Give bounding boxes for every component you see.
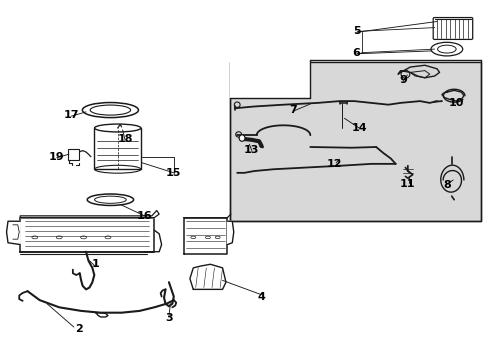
Text: 7: 7 xyxy=(289,105,297,115)
Text: 10: 10 xyxy=(448,98,463,108)
Text: 1: 1 xyxy=(92,259,100,269)
Text: 15: 15 xyxy=(166,168,181,178)
Bar xyxy=(94,128,141,169)
Bar xyxy=(68,149,79,160)
Ellipse shape xyxy=(239,135,244,141)
Bar xyxy=(117,126,123,131)
Polygon shape xyxy=(227,221,233,244)
Text: 9: 9 xyxy=(398,75,406,85)
Text: 19: 19 xyxy=(49,152,64,162)
Ellipse shape xyxy=(87,194,133,206)
Polygon shape xyxy=(20,218,154,252)
Text: 14: 14 xyxy=(350,123,366,133)
Text: 4: 4 xyxy=(257,292,265,302)
Text: 8: 8 xyxy=(442,180,450,190)
FancyBboxPatch shape xyxy=(229,62,480,221)
Ellipse shape xyxy=(94,124,141,132)
Text: 16: 16 xyxy=(137,211,152,221)
Polygon shape xyxy=(20,211,159,218)
FancyBboxPatch shape xyxy=(432,18,472,40)
Text: 18: 18 xyxy=(117,134,133,144)
Polygon shape xyxy=(115,126,125,132)
Polygon shape xyxy=(6,221,20,244)
Ellipse shape xyxy=(82,103,138,118)
Text: 6: 6 xyxy=(352,48,360,58)
Ellipse shape xyxy=(430,42,462,56)
Text: 3: 3 xyxy=(165,313,172,323)
Polygon shape xyxy=(183,218,227,253)
Text: 5: 5 xyxy=(352,26,360,36)
Text: 17: 17 xyxy=(63,111,79,121)
Text: 13: 13 xyxy=(244,144,259,154)
Text: 2: 2 xyxy=(75,324,82,334)
Polygon shape xyxy=(189,264,225,289)
Text: 12: 12 xyxy=(326,159,342,169)
FancyBboxPatch shape xyxy=(229,60,310,98)
Text: 11: 11 xyxy=(399,179,415,189)
